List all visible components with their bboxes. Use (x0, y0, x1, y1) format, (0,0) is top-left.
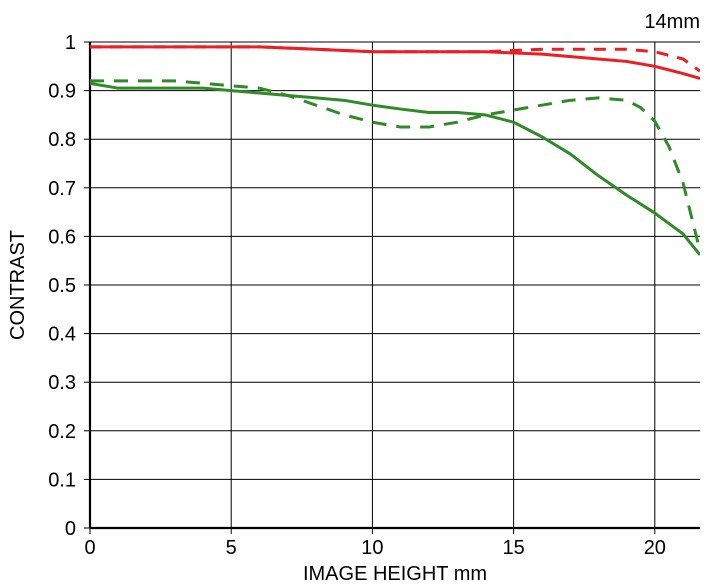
chart-svg: 0 5 10 15 20 0 0.1 0.2 0.3 0.4 0.5 0.6 0.7 0.8 0.9 1 IMA… (0, 0, 720, 586)
y-tick-label: 0.9 (48, 81, 76, 103)
y-tick-label: 1 (65, 32, 76, 54)
y-tick-label: 0.8 (48, 129, 76, 151)
mtf-chart: 0 5 10 15 20 0 0.1 0.2 0.3 0.4 0.5 0.6 0.7 0.8 0.9 1 IMA… (0, 0, 720, 586)
x-axis-label: IMAGE HEIGHT mm (303, 563, 487, 585)
x-tick-label: 0 (84, 537, 95, 559)
x-tick-label: 10 (361, 537, 383, 559)
x-tick-label: 15 (502, 537, 524, 559)
y-tick-label: 0.6 (48, 226, 76, 248)
x-tick-label: 20 (644, 537, 666, 559)
chart-title-top-right: 14mm (644, 11, 700, 33)
y-tick-label: 0.2 (48, 421, 76, 443)
y-axis-label: CONTRAST (7, 230, 29, 340)
y-tick-label: 0.7 (48, 178, 76, 200)
y-tick-label: 0.5 (48, 275, 76, 297)
x-tick-label: 5 (226, 537, 237, 559)
y-tick-label: 0.1 (48, 469, 76, 491)
y-tick-label: 0.4 (48, 324, 76, 346)
y-tick-label: 0.3 (48, 372, 76, 394)
y-tick-label: 0 (65, 518, 76, 540)
